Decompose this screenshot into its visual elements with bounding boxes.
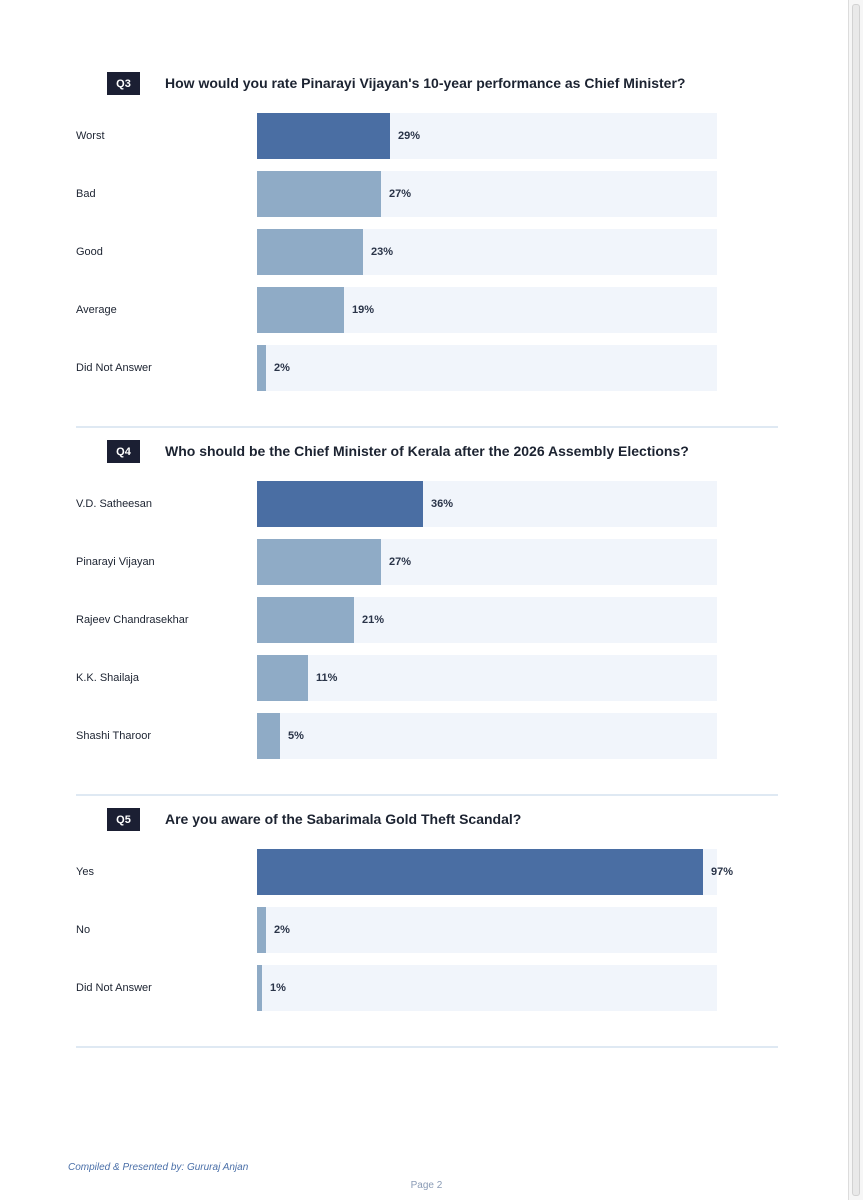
bar-track: 36%: [257, 481, 717, 527]
category-label: Rajeev Chandrasekhar: [76, 614, 189, 626]
category-label: Average: [76, 304, 117, 316]
section-divider: [76, 1046, 778, 1048]
bar: [257, 849, 703, 895]
scrollbar-thumb[interactable]: [852, 4, 860, 1196]
question-badge: Q5: [107, 808, 140, 831]
bar-track: 97%: [257, 849, 733, 895]
value-label: 2%: [274, 924, 290, 936]
category-label: Shashi Tharoor: [76, 730, 152, 742]
section-divider: [76, 794, 778, 796]
bar-track: 23%: [257, 229, 717, 275]
bar-row: Bad 27%: [0, 171, 848, 217]
value-label: 29%: [398, 130, 421, 142]
value-label: 19%: [352, 304, 375, 316]
value-label: 11%: [316, 672, 338, 684]
page-number: Page 2: [410, 1180, 443, 1191]
bar-track: 5%: [257, 713, 717, 759]
category-label: Good: [76, 246, 103, 258]
category-label: Yes: [76, 866, 94, 878]
value-label: 5%: [288, 730, 304, 742]
category-label: Bad: [76, 188, 96, 200]
value-label: 97%: [711, 866, 734, 878]
bar-row: K.K. Shailaja 11%: [0, 655, 848, 701]
question-badge: Q4: [107, 440, 140, 463]
value-label: 23%: [371, 246, 394, 258]
category-label: Did Not Answer: [76, 982, 152, 994]
bar-row: Shashi Tharoor 5%: [0, 713, 848, 759]
bar-track: 1%: [257, 965, 717, 1011]
bar: [257, 481, 423, 527]
value-label: 27%: [389, 556, 412, 568]
value-label: 2%: [274, 362, 290, 374]
bar-row: Yes 97%: [0, 849, 848, 895]
category-label: No: [76, 924, 91, 936]
bar: [257, 171, 381, 217]
bar-track: 2%: [257, 907, 717, 953]
question-title: How would you rate Pinarayi Vijayan's 10…: [165, 75, 686, 91]
bar-row: Rajeev Chandrasekhar 21%: [0, 597, 848, 643]
bar-row: Worst 29%: [0, 113, 848, 159]
value-label: 27%: [389, 188, 412, 200]
bar-row: No 2%: [0, 907, 848, 953]
bar: [257, 287, 344, 333]
bar-track: 19%: [257, 287, 717, 333]
category-label: Pinarayi Vijayan: [76, 556, 155, 568]
bar: [257, 539, 381, 585]
bar-row: Good 23%: [0, 229, 848, 275]
footer-credit: Compiled & Presented by: Gururaj Anjan: [68, 1162, 249, 1173]
bar-row: V.D. Satheesan 36%: [0, 481, 848, 527]
category-label: K.K. Shailaja: [76, 672, 139, 684]
section-divider: [76, 426, 778, 428]
bar: [257, 965, 262, 1011]
category-label: Did Not Answer: [76, 362, 152, 374]
bar-track: 2%: [257, 345, 717, 391]
bar-track: 27%: [257, 171, 717, 217]
bar: [257, 113, 390, 159]
question-title: Who should be the Chief Minister of Kera…: [165, 443, 689, 459]
category-label: Worst: [76, 130, 105, 142]
bar: [257, 229, 363, 275]
bar: [257, 713, 280, 759]
bar-track: 11%: [257, 655, 717, 701]
bar: [257, 907, 266, 953]
bar-row: Did Not Answer 2%: [0, 345, 848, 391]
bar-row: Pinarayi Vijayan 27%: [0, 539, 848, 585]
bar-track: 29%: [257, 113, 717, 159]
question-title: Are you aware of the Sabarimala Gold The…: [165, 811, 522, 827]
category-label: V.D. Satheesan: [76, 498, 153, 510]
bar-row: Average 19%: [0, 287, 848, 333]
bar-row: Did Not Answer 1%: [0, 965, 848, 1011]
bar: [257, 597, 354, 643]
bar-track: 27%: [257, 539, 717, 585]
bar: [257, 345, 266, 391]
bar-track: 21%: [257, 597, 717, 643]
value-label: 1%: [270, 982, 286, 994]
bar: [257, 655, 308, 701]
value-label: 21%: [362, 614, 385, 626]
value-label: 36%: [431, 498, 454, 510]
vertical-scrollbar[interactable]: [848, 0, 863, 1200]
question-badge: Q3: [107, 72, 140, 95]
